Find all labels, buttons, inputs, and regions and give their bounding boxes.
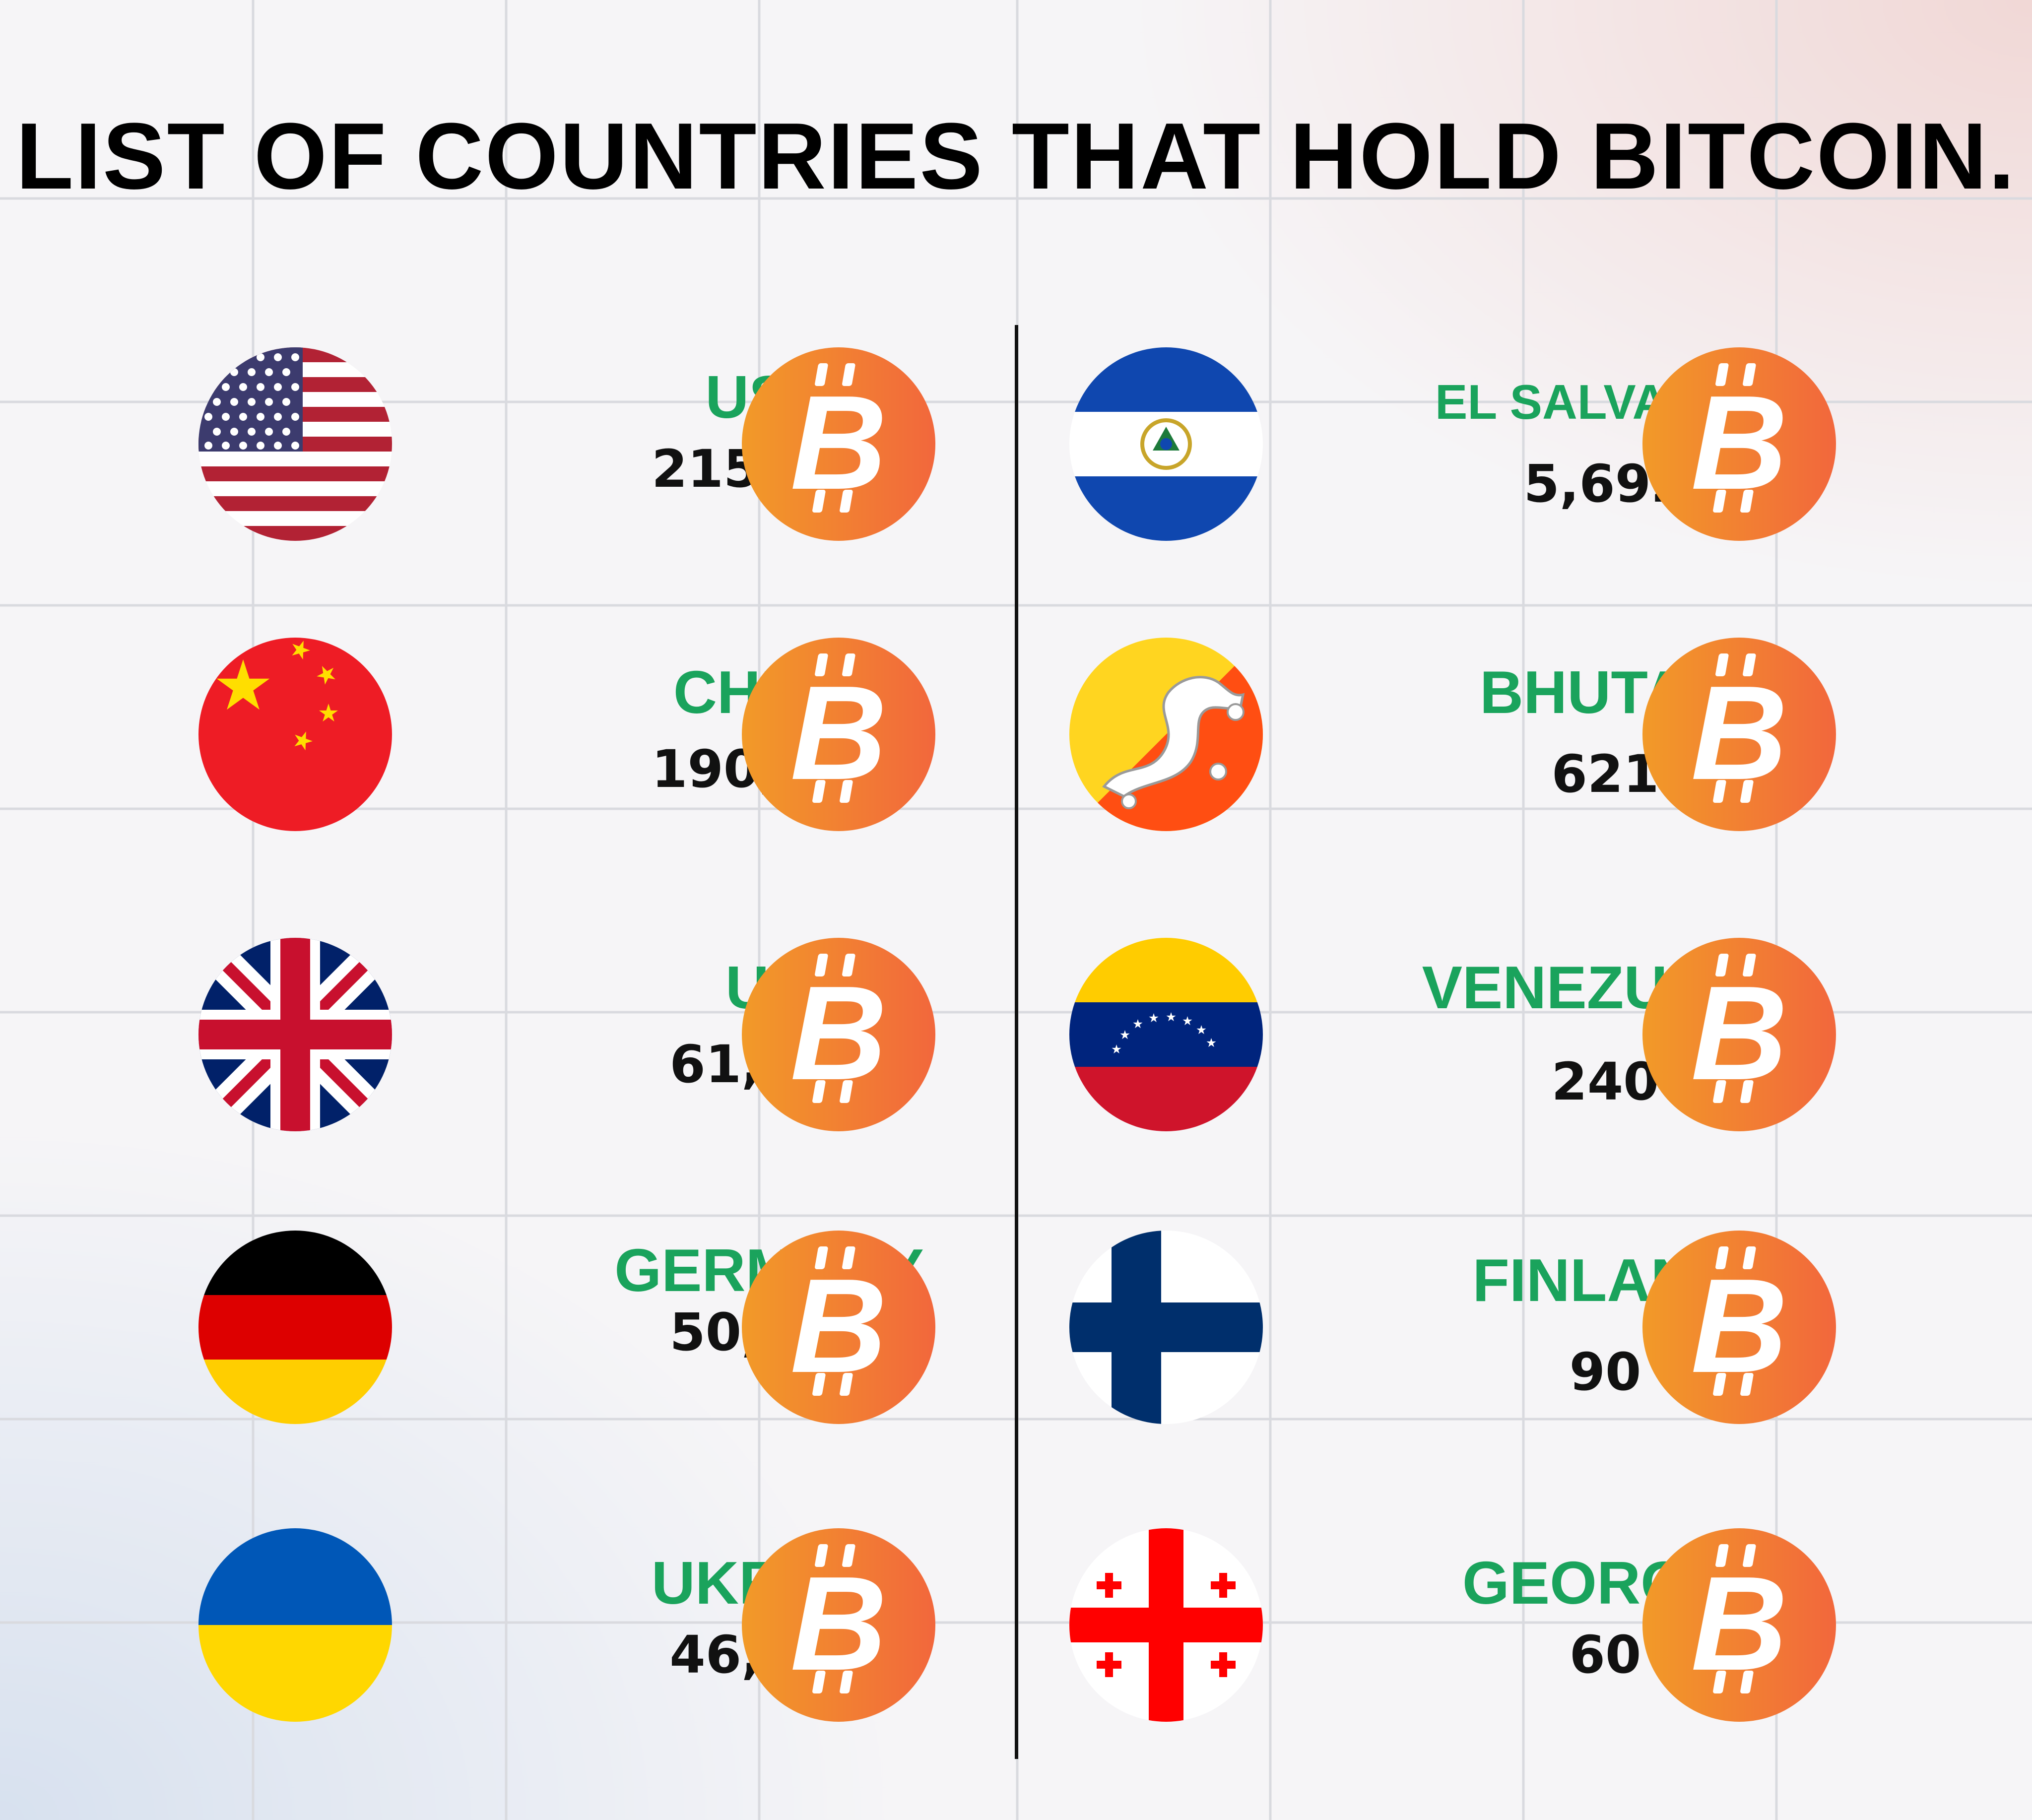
btc-holding: 240 — [1551, 1051, 1659, 1112]
bitcoin-icon — [1642, 938, 1836, 1131]
column-divider — [1015, 325, 1018, 1759]
georgia-flag-icon — [1069, 1528, 1263, 1722]
bitcoin-icon — [742, 1231, 935, 1424]
el-salvador-flag-icon — [1069, 347, 1263, 541]
country-row-germany: GERMANY 50,000 — [198, 1231, 1141, 1424]
btc-holding: 60 — [1569, 1625, 1641, 1685]
bitcoin-icon — [1642, 347, 1836, 541]
bhutan-flag-icon — [1069, 638, 1263, 831]
btc-holding: 621 — [1551, 744, 1659, 804]
country-row-uk: UK 61,000 — [198, 938, 1141, 1131]
country-row-venezuela: VENEZUELA 240 — [1069, 938, 2012, 1131]
usa-flag-icon — [198, 347, 392, 541]
bitcoin-icon — [742, 347, 935, 541]
germany-flag-icon — [198, 1231, 392, 1424]
uk-flag-icon — [198, 938, 392, 1131]
btc-holding: 90 — [1569, 1342, 1641, 1402]
country-row-el-salvador: EL SALVADOR 5,692 — [1069, 347, 2012, 541]
china-flag-icon — [198, 638, 392, 831]
country-row-bhutan: BHUTAN 621 — [1069, 638, 2012, 831]
venezuela-flag-icon — [1069, 938, 1263, 1131]
country-row-georgia: GEORGIA 60 — [1069, 1528, 2012, 1722]
bitcoin-icon — [742, 938, 935, 1131]
bitcoin-icon — [1642, 1231, 1836, 1424]
bitcoin-icon — [742, 1528, 935, 1722]
country-row-finland: FINLAND 90 — [1069, 1231, 2012, 1424]
finland-flag-icon — [1069, 1231, 1263, 1424]
page-title: LIST OF COUNTRIES THAT HOLD BITCOIN. — [16, 104, 2016, 209]
ukraine-flag-icon — [198, 1528, 392, 1722]
bitcoin-icon — [1642, 638, 1836, 831]
country-row-usa: USA 215,000 — [198, 347, 1141, 541]
country-row-china: CHINA 190,000 — [198, 638, 1141, 831]
country-row-ukraine: UKRAIN 46,351 — [198, 1528, 1141, 1722]
bitcoin-icon — [1642, 1528, 1836, 1722]
bitcoin-icon — [742, 638, 935, 831]
